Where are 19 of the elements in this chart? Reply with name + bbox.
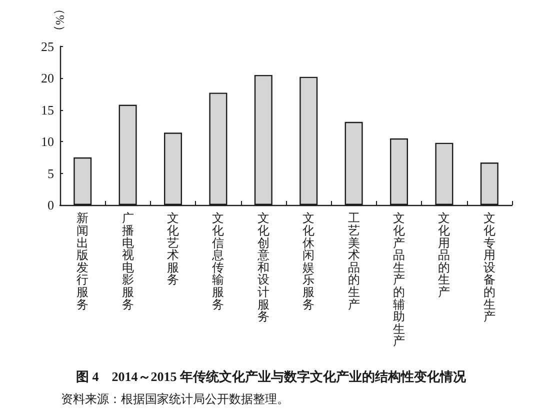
category-label: 文化创意和设计服务 [257, 211, 270, 324]
x-tick-label: 文化信息传输服务 [211, 211, 224, 312]
x-tick-label: 新闻出版发行服务 [76, 211, 89, 312]
y-tick-label: 0 [48, 198, 54, 212]
y-tick-label: 20 [41, 70, 54, 86]
category-label: 文化产品生产的辅助生产 [393, 211, 405, 348]
y-tick-label: 5 [48, 166, 54, 181]
text: 图 4 2014～2015 年传统文化产业与数字文化产业的结构性变化情况 [76, 369, 467, 384]
text: 资料来源：根据国家统计局公开数据整理。 [61, 392, 289, 406]
y-tick-label: 10 [41, 134, 54, 150]
x-tick-label: 广播电视电影服务 [122, 211, 134, 312]
x-tick-label: 文化用品的生产 [438, 211, 450, 299]
category-label: 文化专用设备的生产 [483, 211, 496, 324]
y-axis-title: （%） [53, 3, 67, 37]
x-tick-label: 文化艺术服务 [167, 211, 179, 287]
x-tick-label: 文化休闲娱乐服务 [302, 211, 315, 312]
x-tick-label: 工艺美术品的生产 [348, 211, 360, 312]
y-tick-label: 25 [41, 38, 54, 54]
y-tick-label: 15 [41, 102, 54, 118]
